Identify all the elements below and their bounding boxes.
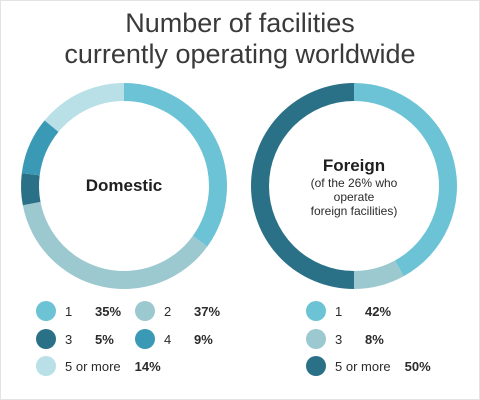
domestic-donut <box>21 83 228 289</box>
legend-label: 1 <box>65 303 73 319</box>
legend-label: 1 <box>335 303 343 319</box>
legend-label: 3 <box>65 331 73 347</box>
legend-value: 42% <box>365 303 392 319</box>
legend-value: 37% <box>194 303 221 319</box>
chart-title: Number of facilities currently operating… <box>0 8 480 70</box>
legend-swatch <box>306 356 326 376</box>
foreign-sublabel-line-2: operate <box>333 190 375 204</box>
legend-foreign-1: 1 42% <box>306 301 391 321</box>
legend-swatch <box>135 329 155 349</box>
legend-domestic-5: 5 or more 14% <box>36 356 161 376</box>
legend-swatch <box>36 356 56 376</box>
foreign-label: Foreign <box>322 156 386 175</box>
foreign-slice-2 <box>354 260 404 289</box>
legend-value: 9% <box>194 331 213 347</box>
legend-swatch <box>36 329 56 349</box>
domestic-slice-5 <box>44 83 125 132</box>
title-line-2: currently operating worldwide <box>64 39 416 69</box>
domestic-slice-1 <box>124 83 228 247</box>
title-line-1: Number of facilities <box>125 8 355 38</box>
legend-foreign-3: 3 8% <box>306 329 384 349</box>
legend-swatch <box>306 329 326 349</box>
domestic-center-label: Domestic <box>64 176 184 196</box>
foreign-center-label: Foreign (of the 26% who operate foreign … <box>287 156 421 218</box>
legend-value: 35% <box>95 303 122 319</box>
legend-label: 3 <box>335 331 343 347</box>
foreign-sublabel-line-3: foreign facilities) <box>310 204 398 218</box>
legend-label: 5 or more <box>335 358 391 374</box>
foreign-sublabel-line-1: (of the 26% who <box>310 176 398 190</box>
domestic-slice-4 <box>21 120 59 176</box>
foreign-slice-1 <box>354 83 458 277</box>
legend-swatch <box>135 301 155 321</box>
legend-value: 14% <box>134 358 161 374</box>
legend-value: 8% <box>365 331 384 347</box>
domestic-slice-3 <box>21 173 41 206</box>
legend-domestic-1: 1 35% <box>36 301 121 321</box>
domestic-label: Domestic <box>85 176 163 195</box>
foreign-donut <box>251 83 458 289</box>
legend-foreign-5: 5 or more 50% <box>306 356 431 376</box>
legend-value: 5% <box>95 331 114 347</box>
legend-label: 4 <box>164 331 172 347</box>
legend-label: 5 or more <box>65 358 121 374</box>
legend-swatch <box>306 301 326 321</box>
legend-domestic-4: 4 9% <box>135 329 213 349</box>
domestic-slice-2 <box>22 201 208 289</box>
legend-swatch <box>36 301 56 321</box>
foreign-slice-3 <box>251 83 354 289</box>
legend-domestic-3: 3 5% <box>36 329 114 349</box>
legend-domestic-2: 2 37% <box>135 301 220 321</box>
legend-value: 50% <box>404 358 431 374</box>
legend-label: 2 <box>164 303 172 319</box>
